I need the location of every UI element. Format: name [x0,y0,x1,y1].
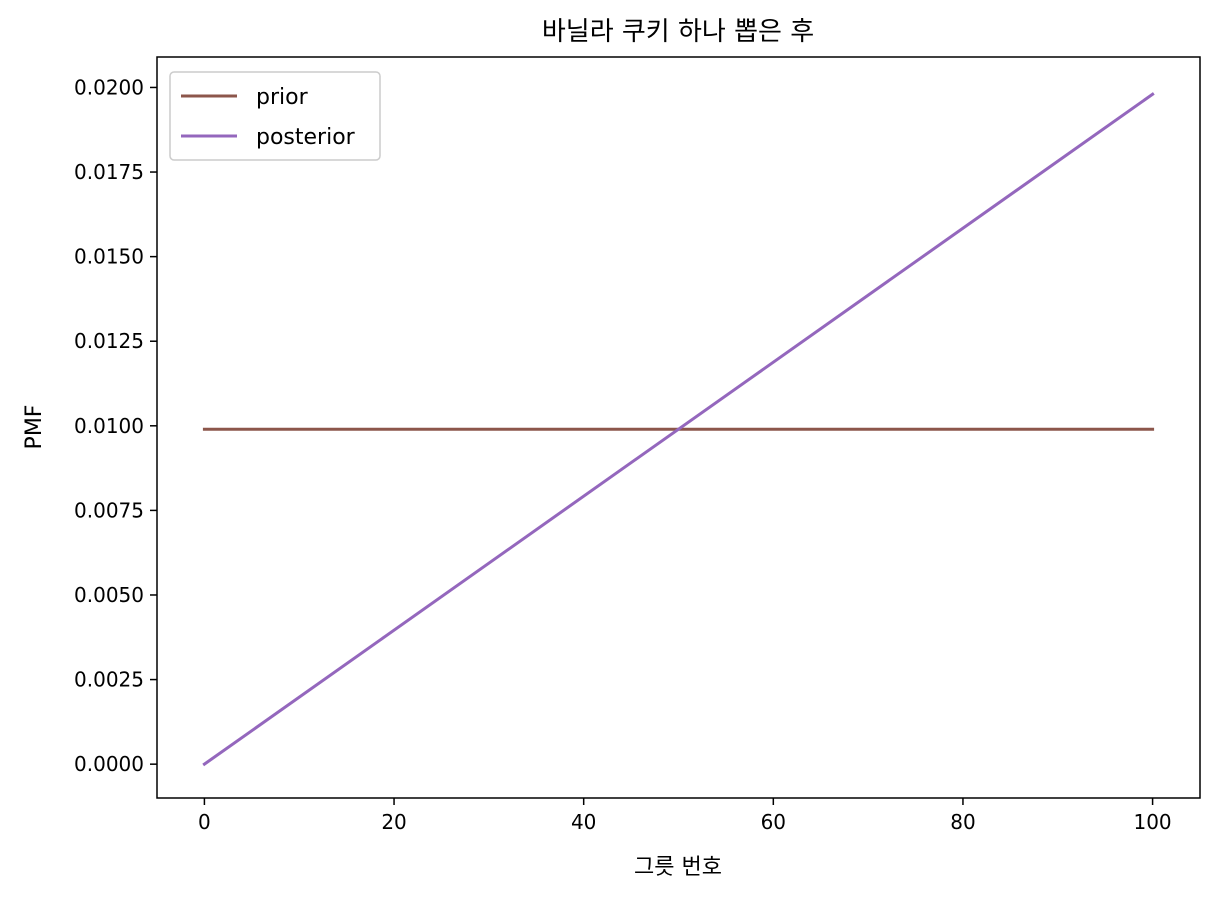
x-axis-label: 그릇 번호 [634,855,722,880]
y-tick-label: 0.0000 [74,752,144,776]
legend-box [169,71,381,161]
y-tick-label: 0.0175 [74,160,144,184]
y-tick-label: 0.0025 [74,668,144,692]
y-tick-label: 0.0125 [74,329,144,353]
y-tick-label: 0.0150 [74,245,144,269]
x-tick-label: 20 [381,810,406,834]
legend: prior posterior [169,71,381,161]
y-tick-label: 0.0050 [74,583,144,607]
legend-label-posterior: posterior [256,125,356,150]
series-line-posterior [202,92,1155,767]
y-axis-label: PMF [22,405,47,450]
x-tick-label: 0 [198,810,211,834]
legend-label-prior: prior [256,85,309,110]
y-axis: 0.0000 0.0025 0.0050 0.0075 0.0100 0.0125 0.01… [74,75,157,776]
x-tick-label: 40 [571,810,596,834]
x-tick-label: 100 [1133,810,1171,834]
chart-title: 바닐라 쿠키 하나 뽑은 후 [542,17,814,47]
plot-area-frame [156,56,1201,799]
x-tick-label: 60 [761,810,786,834]
x-tick-label: 80 [950,810,975,834]
y-tick-label: 0.0100 [74,414,144,438]
y-tick-label: 0.0200 [74,75,144,99]
y-tick-label: 0.0075 [74,498,144,522]
x-axis: 0 20 40 60 80 100 [198,798,1172,834]
series-layer [202,92,1155,767]
